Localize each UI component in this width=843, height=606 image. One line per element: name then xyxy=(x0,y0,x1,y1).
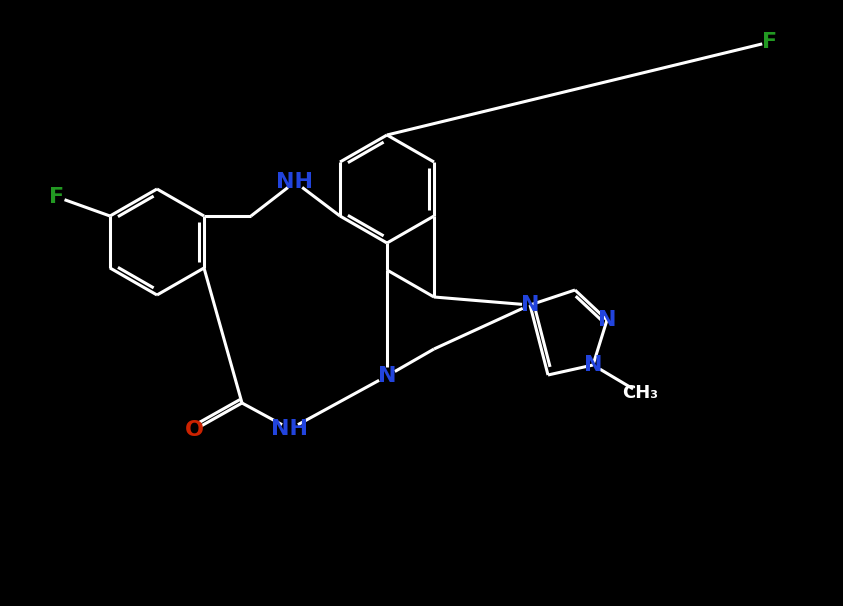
Text: N: N xyxy=(521,295,540,315)
Text: N: N xyxy=(583,355,602,375)
Text: F: F xyxy=(50,187,65,207)
Text: N: N xyxy=(598,310,616,330)
Text: N: N xyxy=(378,366,396,386)
Text: NH: NH xyxy=(277,172,314,192)
Text: F: F xyxy=(762,32,777,52)
Text: CH₃: CH₃ xyxy=(622,384,658,402)
Text: NH: NH xyxy=(271,419,309,439)
Text: O: O xyxy=(185,420,203,440)
